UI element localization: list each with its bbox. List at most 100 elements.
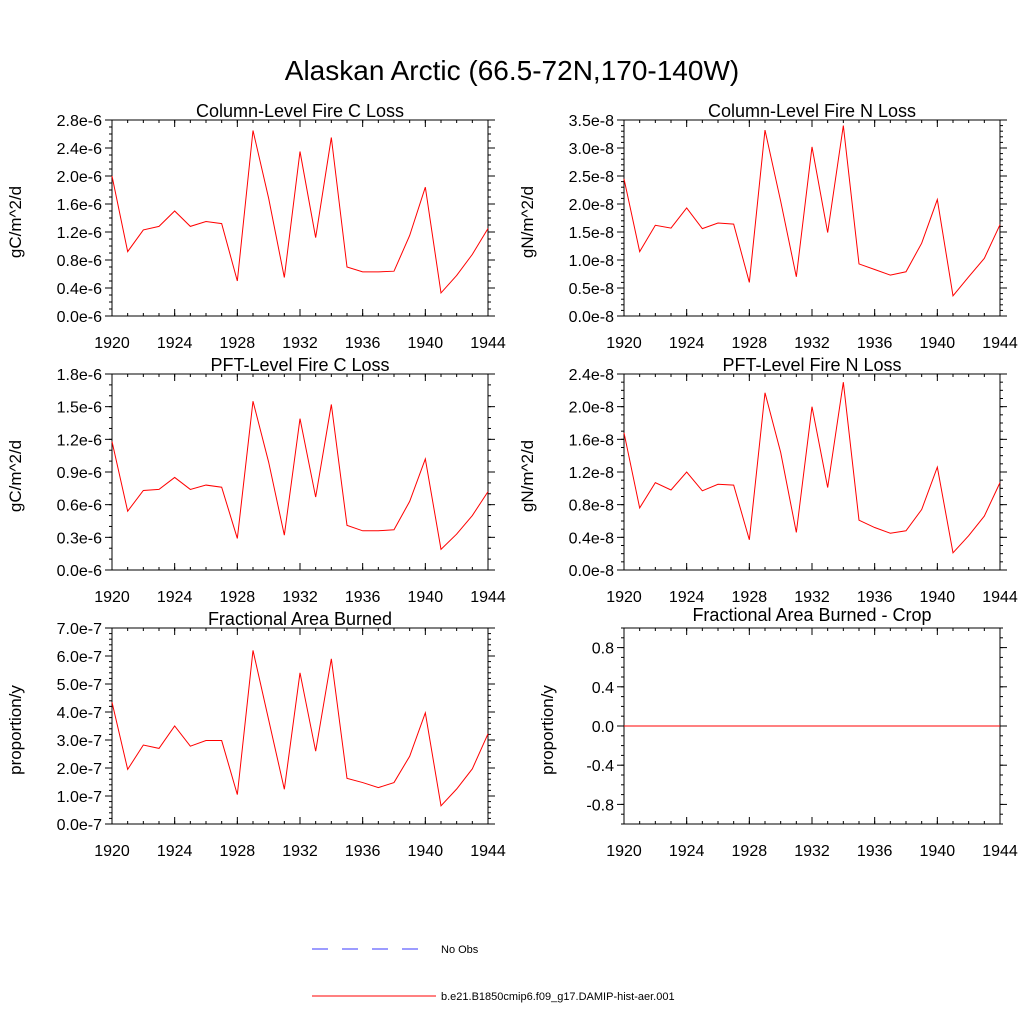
x-tick-label: 1944 xyxy=(470,589,506,606)
x-tick-label: 1924 xyxy=(157,335,193,352)
x-tick-label: 1924 xyxy=(669,335,705,352)
y-tick-label: 0.0e-8 xyxy=(569,563,614,580)
y-tick-label: 1.2e-6 xyxy=(57,432,102,449)
x-tick-label: 1924 xyxy=(157,589,193,606)
series-line xyxy=(111,650,489,807)
x-tick-label: 1928 xyxy=(732,335,768,352)
x-tick-label: 1920 xyxy=(606,589,642,606)
series-line xyxy=(111,401,489,551)
x-tick-label: 1920 xyxy=(606,843,642,860)
y-axis-label: proportion/y xyxy=(6,685,25,775)
x-tick-label: 1940 xyxy=(920,589,956,606)
x-tick-label: 1928 xyxy=(220,843,256,860)
x-tick-label: 1944 xyxy=(470,843,506,860)
y-tick-label: 3.0e-8 xyxy=(569,141,614,158)
y-tick-label: -0.8 xyxy=(586,797,614,814)
y-tick-label: 2.0e-8 xyxy=(569,197,614,214)
panel-title: PFT-Level Fire N Loss xyxy=(722,355,901,375)
x-tick-label: 1928 xyxy=(220,335,256,352)
x-tick-label: 1932 xyxy=(794,335,830,352)
legend: No Obs b.e21.B1850cmip6.f09_g17.DAMIP-hi… xyxy=(312,944,675,1003)
legend-model-label: b.e21.B1850cmip6.f09_g17.DAMIP-hist-aer.… xyxy=(441,991,675,1003)
y-tick-label: 0.8e-8 xyxy=(569,498,614,515)
x-tick-label: 1920 xyxy=(94,335,130,352)
y-tick-label: 4.0e-7 xyxy=(57,705,102,722)
y-axis-label: gC/m^2/d xyxy=(6,440,25,512)
y-tick-label: 0.4 xyxy=(592,680,614,697)
panel-title: Column-Level Fire C Loss xyxy=(196,101,404,121)
panel-title: Column-Level Fire N Loss xyxy=(708,101,916,121)
x-tick-label: 1944 xyxy=(982,335,1018,352)
x-tick-label: 1928 xyxy=(732,843,768,860)
x-tick-label: 1940 xyxy=(408,843,444,860)
legend-obs-label: No Obs xyxy=(441,944,479,956)
y-tick-label: 3.0e-7 xyxy=(57,733,102,750)
y-tick-label: 2.0e-7 xyxy=(57,761,102,778)
series-line xyxy=(623,382,1001,554)
panel-title: Fractional Area Burned xyxy=(208,609,392,629)
x-tick-label: 1932 xyxy=(282,589,318,606)
y-tick-label: 2.4e-8 xyxy=(569,367,614,384)
x-tick-label: 1920 xyxy=(94,589,130,606)
panel-column-n-loss: Column-Level Fire N Loss gN/m^2/d 1920 19… xyxy=(518,101,1018,352)
y-tick-label: 1.2e-6 xyxy=(57,225,102,242)
y-tick-label: 7.0e-7 xyxy=(57,621,102,638)
panel-column-c-loss: Column-Level Fire C Loss gC/m^2/d 1920 19… xyxy=(6,101,506,352)
x-tick-label: 1936 xyxy=(345,843,381,860)
x-tick-label: 1928 xyxy=(220,589,256,606)
x-tick-label: 1936 xyxy=(345,335,381,352)
x-tick-label: 1920 xyxy=(94,843,130,860)
x-tick-label: 1932 xyxy=(282,843,318,860)
x-tick-label: 1920 xyxy=(606,335,642,352)
x-tick-label: 1940 xyxy=(408,589,444,606)
y-axis-label: gN/m^2/d xyxy=(518,440,537,512)
x-tick-label: 1932 xyxy=(794,843,830,860)
y-tick-label: 2.4e-6 xyxy=(57,141,102,158)
y-tick-label: 0.3e-6 xyxy=(57,530,102,547)
panel-title: Fractional Area Burned - Crop xyxy=(692,605,931,625)
y-tick-label: 2.5e-8 xyxy=(569,169,614,186)
x-tick-label: 1936 xyxy=(857,335,893,352)
plot-frame xyxy=(623,373,1001,571)
x-tick-label: 1936 xyxy=(857,843,893,860)
x-tick-label: 1940 xyxy=(920,335,956,352)
panel-pft-n-loss: PFT-Level Fire N Loss gN/m^2/d 1920 1924 1… xyxy=(518,355,1018,606)
y-tick-label: 0.0e-6 xyxy=(57,563,102,580)
y-tick-label: 1.6e-8 xyxy=(569,432,614,449)
series-line xyxy=(111,130,489,295)
plot-frame xyxy=(111,627,489,825)
y-tick-label: 0.6e-6 xyxy=(57,498,102,515)
y-tick-label: 0.4e-8 xyxy=(569,530,614,547)
y-tick-label: 1.5e-6 xyxy=(57,400,102,417)
y-tick-label: 0.0e-7 xyxy=(57,817,102,834)
y-tick-label: 2.0e-6 xyxy=(57,169,102,186)
y-tick-label: 2.0e-8 xyxy=(569,400,614,417)
y-tick-label: 0.0e-8 xyxy=(569,309,614,326)
y-axis-label: gN/m^2/d xyxy=(518,186,537,258)
y-tick-label: 0.4e-6 xyxy=(57,281,102,298)
x-tick-label: 1924 xyxy=(669,589,705,606)
x-tick-label: 1940 xyxy=(920,843,956,860)
y-tick-label: 1.0e-7 xyxy=(57,789,102,806)
y-axis-label: gC/m^2/d xyxy=(6,186,25,258)
panel-fractional-area-burned: Fractional Area Burned proportion/y 1920… xyxy=(6,609,506,860)
y-tick-label: 1.6e-6 xyxy=(57,197,102,214)
panel-title: PFT-Level Fire C Loss xyxy=(210,355,389,375)
x-tick-label: 1932 xyxy=(282,335,318,352)
x-tick-label: 1944 xyxy=(982,843,1018,860)
x-tick-label: 1936 xyxy=(857,589,893,606)
plot-frame xyxy=(111,373,489,571)
y-tick-label: 1.2e-8 xyxy=(569,465,614,482)
y-tick-label: 0.9e-6 xyxy=(57,465,102,482)
plot-frame xyxy=(111,119,489,317)
panel-pft-c-loss: PFT-Level Fire C Loss gC/m^2/d 1920 1924 1… xyxy=(6,355,506,606)
y-tick-label: 0.8 xyxy=(592,641,614,658)
figure-title: Alaskan Arctic (66.5-72N,170-140W) xyxy=(285,55,739,86)
y-tick-label: 2.8e-6 xyxy=(57,113,102,130)
x-tick-label: 1932 xyxy=(794,589,830,606)
y-tick-label: 0.8e-6 xyxy=(57,253,102,270)
y-tick-label: 3.5e-8 xyxy=(569,113,614,130)
x-tick-label: 1936 xyxy=(345,589,381,606)
x-tick-label: 1924 xyxy=(157,843,193,860)
